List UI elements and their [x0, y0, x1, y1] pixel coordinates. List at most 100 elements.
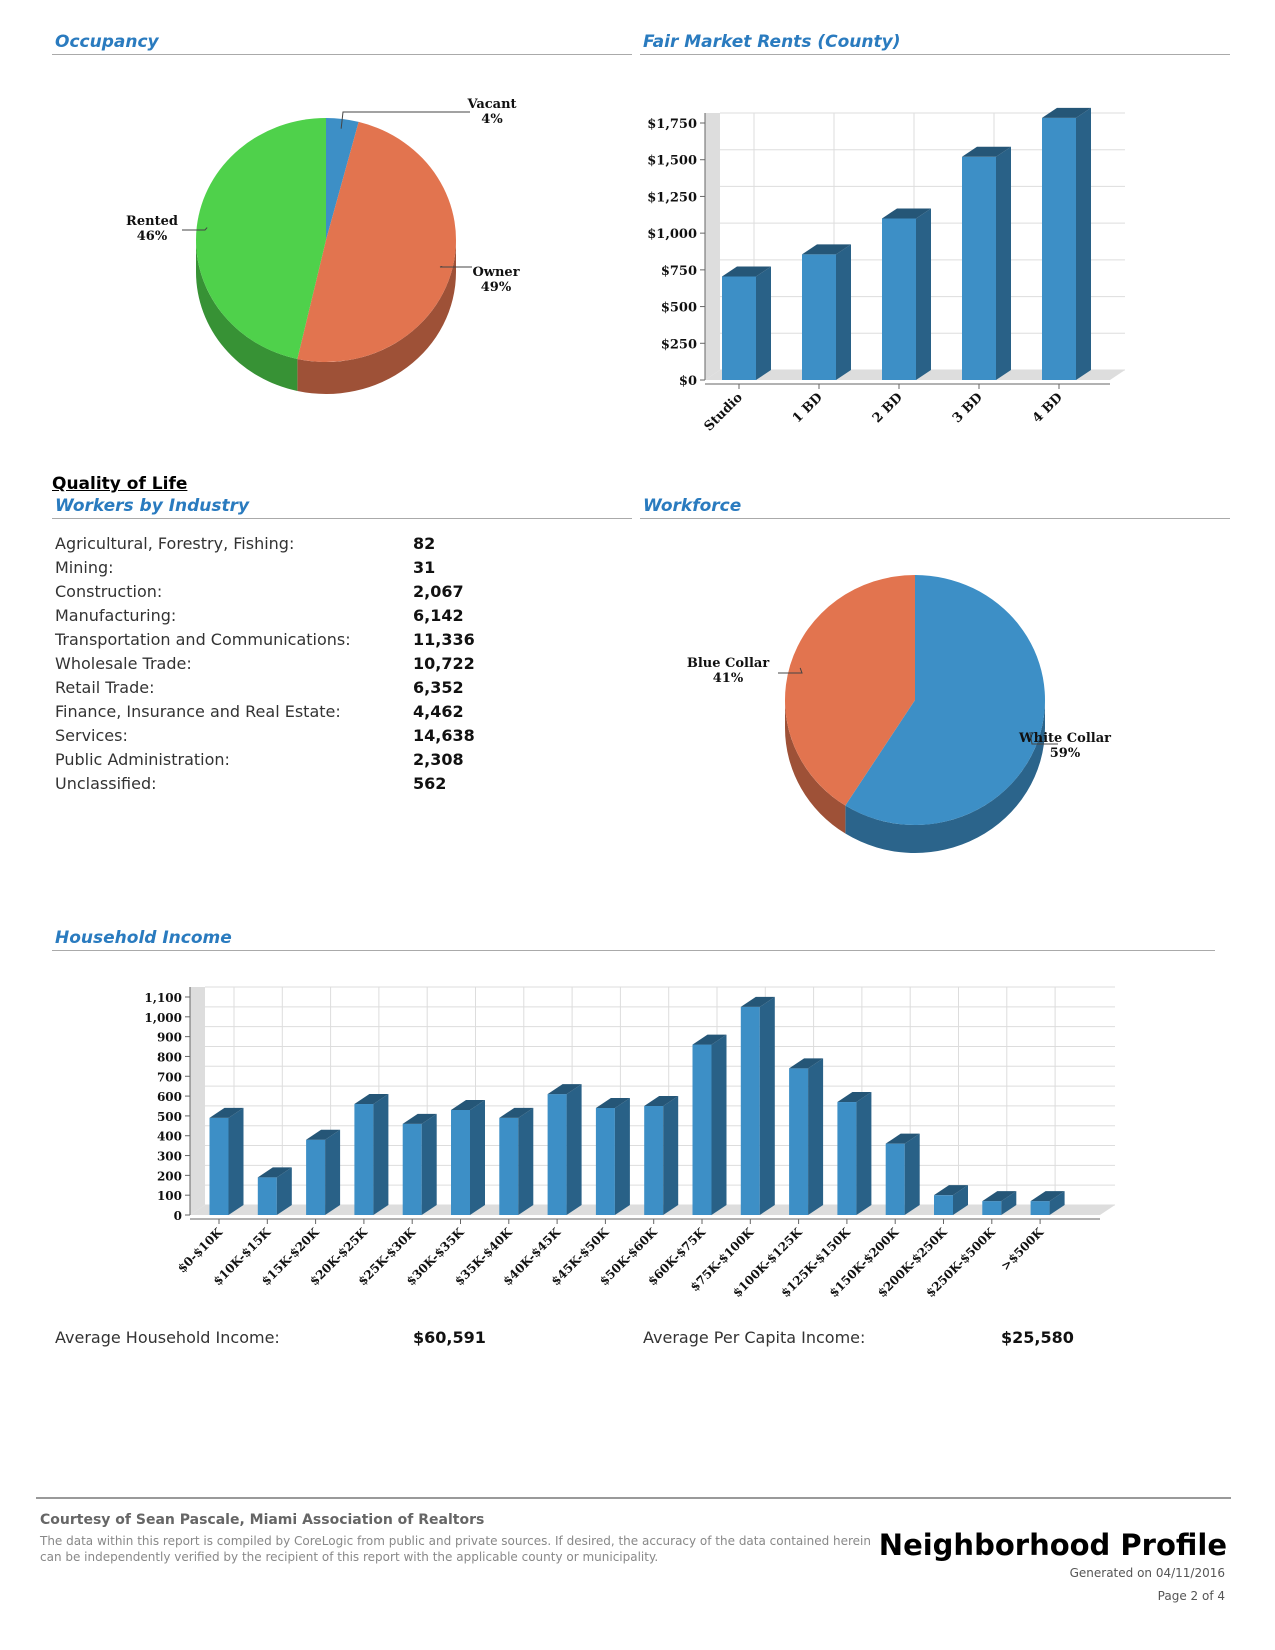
bar [982, 1201, 1002, 1215]
y-tick-label: 0 [174, 1209, 182, 1223]
bar [499, 1117, 519, 1215]
industry-label: Public Administration: [55, 750, 230, 769]
y-tick-label: 800 [157, 1050, 182, 1064]
bar [692, 1044, 712, 1215]
bar-top [306, 1129, 341, 1140]
industry-label: Retail Trade: [55, 678, 155, 697]
bar-side [614, 1097, 630, 1215]
leader-line [1029, 731, 1058, 745]
bar [306, 1139, 326, 1215]
x-tick-label: Studio [702, 390, 746, 434]
bar-top [837, 1092, 872, 1103]
industry-value: 2,067 [413, 582, 464, 601]
x-tick-label: 2 BD [870, 390, 906, 426]
bar [740, 1006, 760, 1215]
bar-top [1030, 1191, 1065, 1202]
y-tick-label: 1,000 [144, 1011, 182, 1025]
y-tick-label: 300 [157, 1150, 182, 1164]
leader-line [439, 265, 472, 268]
pie-slice-rented [196, 118, 326, 360]
y-tick-label: $1,250 [647, 190, 697, 205]
industry-value: 2,308 [413, 750, 464, 769]
industry-value: 10,722 [413, 654, 475, 673]
pie-slice-blue-collar [785, 575, 915, 806]
pie-slice-vacant [326, 118, 359, 240]
bar-top [802, 244, 851, 255]
table-row: Services: 14,638 [55, 726, 475, 745]
y-tick-label: $250 [661, 337, 697, 352]
y-tick-label: 900 [157, 1031, 182, 1045]
divider [640, 54, 1230, 55]
table-row: Manufacturing: 6,142 [55, 606, 464, 625]
bar-top [885, 1133, 920, 1144]
bar [257, 1177, 277, 1215]
slice-label: Rented [126, 214, 178, 229]
y-tick-label: $500 [661, 301, 697, 316]
industry-value: 562 [413, 774, 447, 793]
bar [837, 1102, 857, 1215]
bar [354, 1104, 374, 1215]
y-tick-label: 700 [157, 1070, 182, 1084]
industry-label: Finance, Insurance and Real Estate: [55, 702, 341, 721]
bar-top [547, 1084, 582, 1095]
bar [885, 1143, 905, 1215]
divider [52, 950, 1215, 951]
leader-line [182, 227, 208, 231]
bar-side [904, 1133, 920, 1215]
bar [1030, 1201, 1050, 1215]
x-tick-label: 3 BD [950, 390, 986, 426]
bar-side [325, 1129, 341, 1215]
rents-bar-chart: $0 $250 $500 $750 $1,000 $1,250 $1,500 $1,750 St… [647, 107, 1125, 434]
bar [644, 1106, 664, 1215]
y-tick-label: 1,100 [144, 991, 182, 1005]
bar [802, 254, 836, 380]
bar-top [499, 1107, 534, 1118]
table-row: Finance, Insurance and Real Estate: 4,462 [55, 702, 464, 721]
bar-side [953, 1185, 968, 1215]
x-tick-label: 4 BD [1030, 390, 1066, 426]
pie-slice-side [845, 700, 1045, 853]
bar [789, 1068, 809, 1215]
slice-percent: 41% [713, 671, 744, 686]
bar [722, 276, 756, 380]
workforce-title: Workforce [643, 496, 742, 516]
bar-side [1049, 1191, 1065, 1215]
y-tick-label: $1,750 [647, 117, 697, 132]
industry-label: Agricultural, Forestry, Fishing: [55, 534, 295, 553]
bar-top [692, 1034, 727, 1045]
x-tick-label: 1 BD [790, 390, 826, 426]
bar-side [711, 1034, 727, 1215]
bar-top [451, 1099, 485, 1110]
income-bar-chart: 0 100 200 300 400 500 600 700 800 900 1,000 1,100 $0… [144, 986, 1115, 1300]
slice-percent: 46% [137, 229, 168, 244]
table-row: Agricultural, Forestry, Fishing: 82 [55, 534, 435, 553]
bar-side [916, 208, 931, 380]
table-row: Transportation and Communications: 11,336 [55, 630, 475, 649]
bar-side [566, 1084, 582, 1215]
bar-side [663, 1096, 679, 1215]
y-tick-label: $1,500 [647, 154, 697, 169]
industry-value: 4,462 [413, 702, 464, 721]
rents-title: Fair Market Rents (County) [643, 32, 901, 52]
workers-title: Workers by Industry [55, 496, 250, 516]
pie-slice-side [196, 240, 298, 392]
bar-top [962, 146, 1011, 157]
chart-wall [705, 113, 720, 380]
slice-percent: 59% [1050, 746, 1081, 761]
bar-side [518, 1107, 534, 1215]
bar [451, 1109, 470, 1215]
industry-label: Services: [55, 726, 128, 745]
pie-slice-side [785, 700, 846, 834]
occupancy-title: Occupancy [55, 32, 159, 52]
y-tick-label: $750 [661, 264, 697, 279]
bar-side [808, 1058, 824, 1215]
bar-top [644, 1096, 679, 1106]
y-tick-label: 100 [157, 1189, 182, 1203]
bar-side [759, 996, 775, 1215]
industry-value: 82 [413, 534, 436, 553]
y-tick-label: $1,000 [647, 227, 697, 242]
industry-label: Transportation and Communications: [55, 630, 351, 649]
bar-top [740, 996, 775, 1007]
